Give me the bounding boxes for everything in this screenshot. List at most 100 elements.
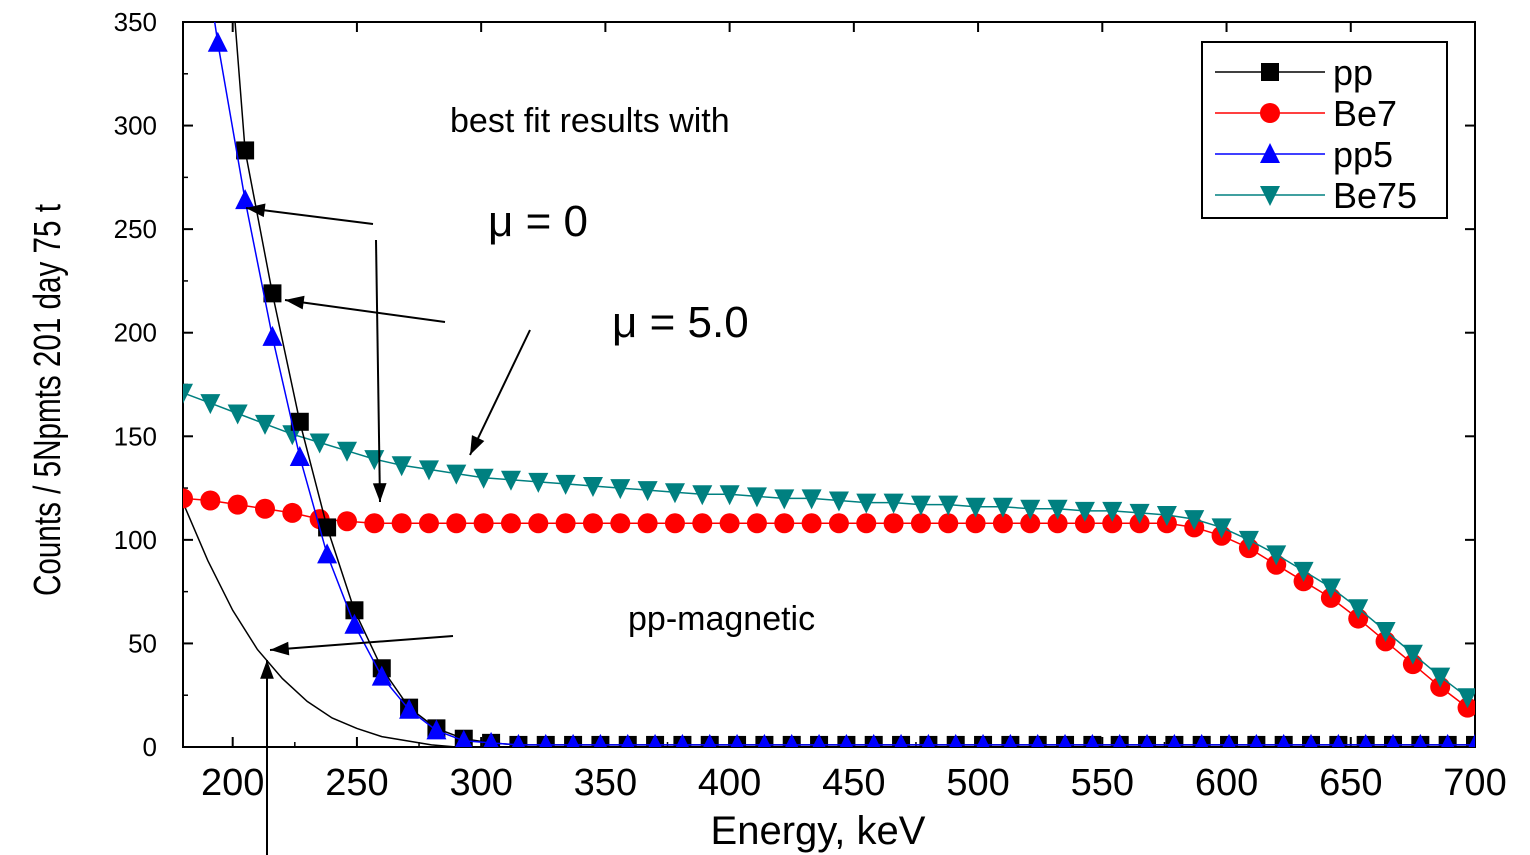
data-point <box>856 493 877 514</box>
data-point <box>593 733 607 747</box>
data-point <box>1441 733 1455 747</box>
data-point <box>473 468 494 489</box>
data-point <box>1260 143 1280 163</box>
arrow-mu5-be75-head <box>470 435 485 455</box>
data-point <box>828 513 849 534</box>
arrow-mu0-be7-head <box>372 483 387 502</box>
data-point <box>692 485 713 506</box>
arrow-mu5-pp-head <box>285 295 305 310</box>
data-point <box>1074 513 1095 534</box>
annotation-arrows <box>245 203 531 855</box>
legend-label-pp5: pp5 <box>1333 134 1393 175</box>
arrow-mu5-pp <box>284 299 446 323</box>
data-point <box>309 433 330 454</box>
data-point <box>675 733 689 747</box>
data-point <box>254 498 275 519</box>
data-point <box>1195 733 1209 747</box>
data-point <box>1359 733 1373 747</box>
data-point <box>371 665 392 686</box>
data-point <box>1047 499 1068 520</box>
data-point <box>1375 622 1396 642</box>
x-tick-label: 550 <box>1071 762 1134 804</box>
legend-label-Be7: Be7 <box>1333 93 1397 134</box>
data-point <box>500 470 521 491</box>
data-point <box>938 513 959 534</box>
data-point <box>785 733 799 747</box>
data-point <box>399 698 420 719</box>
data-point <box>992 513 1013 534</box>
data-point <box>1466 735 1475 747</box>
data-point <box>566 733 580 747</box>
data-point <box>1457 697 1475 718</box>
y-tick-label: 0 <box>143 732 157 762</box>
data-point <box>200 490 221 511</box>
data-point <box>1320 578 1341 599</box>
data-point <box>1261 63 1279 81</box>
x-axis-title: Energy, keV <box>711 809 926 853</box>
annotation-pp-magnetic: pp-magnetic <box>628 600 815 638</box>
y-tick-label: 250 <box>114 214 157 244</box>
data-point <box>719 485 740 506</box>
axes: 200 250 300 350 400 450 500 550 600 650 700 0 50 100 1… <box>114 7 1507 804</box>
data-point <box>1113 733 1127 747</box>
data-point <box>774 489 795 510</box>
y-tick-label: 300 <box>114 111 157 141</box>
data-point <box>426 719 447 740</box>
data-point <box>976 733 990 747</box>
data-point <box>236 141 255 160</box>
arrow-mu0-pp5-head <box>246 203 266 218</box>
data-point <box>1167 733 1181 747</box>
arrow-mu5-be75 <box>469 329 531 456</box>
data-point <box>637 513 658 534</box>
data-point <box>555 513 576 534</box>
data-point <box>856 513 877 534</box>
series-pp5 <box>207 22 1475 747</box>
data-point <box>446 464 467 485</box>
data-point <box>318 518 337 537</box>
x-tick-label: 450 <box>822 762 885 804</box>
annotations: best fit results with μ = 0 μ = 5.0 pp-m… <box>450 102 815 638</box>
data-point <box>910 513 931 534</box>
data-point <box>539 733 553 747</box>
legend-label-Be75: Be75 <box>1333 175 1417 216</box>
y-tick-label: 200 <box>114 318 157 348</box>
data-point <box>200 394 221 415</box>
data-point <box>1331 733 1345 747</box>
data-point <box>336 441 357 462</box>
series-line-Be75 <box>183 392 1468 698</box>
data-point <box>1020 499 1041 520</box>
x-tick-label: 500 <box>946 762 1009 804</box>
y-tick-label: 350 <box>114 7 157 37</box>
data-point <box>801 489 822 510</box>
data-point <box>692 513 713 534</box>
data-point <box>1102 501 1123 522</box>
data-point <box>1156 506 1177 526</box>
y-axis-title: Counts / 5Npmts 201 day 75 t <box>27 204 69 596</box>
data-point <box>1085 733 1099 747</box>
data-point <box>1249 733 1263 747</box>
x-tick-label: 650 <box>1319 762 1382 804</box>
data-point <box>664 513 685 534</box>
x-tick-label: 350 <box>574 762 637 804</box>
data-point <box>938 495 959 516</box>
data-point <box>883 493 904 514</box>
data-point <box>418 460 439 481</box>
data-point <box>528 472 549 493</box>
data-point <box>183 383 193 404</box>
data-point <box>227 494 248 515</box>
data-point <box>703 733 717 747</box>
data-point <box>801 513 822 534</box>
data-point <box>473 513 494 534</box>
arrow-mu0-pp5 <box>245 207 374 225</box>
data-point <box>1020 513 1041 534</box>
data-point <box>483 731 499 747</box>
data-point <box>1457 688 1475 709</box>
data-point <box>1031 733 1045 747</box>
data-point <box>730 733 744 747</box>
arrow-magnetic-up-head <box>260 660 274 679</box>
data-point <box>1003 733 1017 747</box>
data-point <box>1293 561 1314 582</box>
data-point <box>910 495 931 516</box>
data-point <box>582 477 603 497</box>
